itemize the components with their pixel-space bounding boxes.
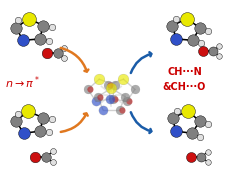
Point	[88, 88, 91, 91]
Point	[56, 51, 59, 54]
Point	[121, 78, 125, 81]
Point	[205, 123, 209, 126]
Point	[97, 78, 101, 81]
Point	[16, 19, 20, 22]
Point	[185, 110, 189, 113]
Point	[205, 160, 209, 163]
Point	[94, 100, 97, 103]
Point	[101, 108, 104, 111]
Point	[41, 24, 45, 27]
Point	[199, 42, 202, 45]
Point	[216, 44, 220, 47]
Point	[38, 37, 41, 40]
Point	[190, 39, 194, 42]
Point	[124, 100, 128, 103]
Text: $n \rightarrow \pi^*$: $n \rightarrow \pi^*$	[5, 75, 40, 91]
Point	[173, 130, 177, 133]
Point	[16, 112, 19, 115]
Point	[38, 130, 42, 133]
Point	[120, 108, 123, 111]
Point	[123, 95, 126, 98]
Point	[41, 116, 45, 119]
Point	[95, 95, 99, 98]
Point	[106, 84, 109, 87]
Point	[27, 17, 30, 20]
Point	[198, 135, 201, 138]
Point	[50, 26, 54, 29]
Point	[170, 116, 174, 119]
Point	[22, 132, 25, 135]
Point	[216, 55, 220, 58]
Point	[108, 97, 111, 100]
Point	[113, 97, 116, 100]
Point	[189, 132, 193, 135]
Point	[210, 50, 214, 53]
Point	[110, 97, 114, 100]
Point	[197, 26, 201, 29]
Point	[51, 150, 54, 153]
Point	[45, 51, 49, 54]
Point	[47, 39, 50, 42]
Point	[133, 88, 136, 91]
Point	[205, 29, 209, 32]
Point	[112, 84, 116, 87]
Point	[21, 39, 25, 42]
Point	[108, 84, 112, 87]
Point	[62, 46, 66, 49]
Point	[62, 57, 66, 60]
Point	[44, 155, 48, 158]
Point	[184, 17, 188, 20]
Point	[205, 150, 209, 153]
Point	[197, 119, 201, 122]
Point	[200, 50, 204, 53]
Point	[14, 26, 18, 29]
Point	[85, 88, 89, 91]
Point	[117, 108, 121, 111]
Point	[98, 95, 101, 98]
Point	[47, 131, 51, 134]
Point	[174, 17, 177, 20]
Point	[173, 37, 177, 40]
Point	[109, 87, 113, 90]
Point	[33, 155, 37, 158]
Text: &CH···O: &CH···O	[162, 82, 205, 92]
Point	[188, 155, 192, 158]
Point	[174, 109, 178, 112]
Point	[14, 119, 18, 122]
Point	[50, 117, 54, 120]
Point	[51, 161, 54, 164]
Point	[127, 100, 130, 103]
Point	[26, 110, 30, 113]
Text: CH···N: CH···N	[166, 67, 201, 77]
Point	[170, 24, 173, 27]
Point	[199, 155, 202, 158]
